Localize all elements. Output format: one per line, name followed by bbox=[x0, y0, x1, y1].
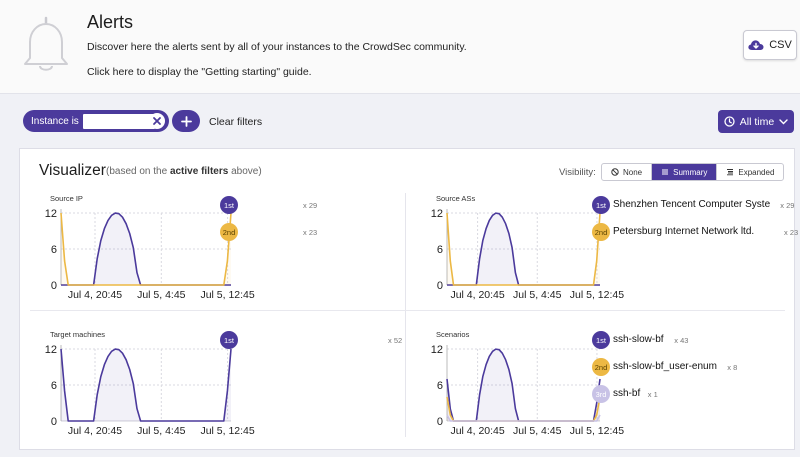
visibility-expanded-label: Expanded bbox=[738, 167, 775, 177]
visibility-none-option[interactable]: None bbox=[602, 164, 653, 180]
legend-count: x 29 bbox=[303, 201, 318, 210]
visibility-none-label: None bbox=[623, 167, 643, 177]
instance-filter-input[interactable] bbox=[82, 113, 155, 129]
rank-badge-1st: 1st bbox=[592, 331, 610, 349]
rank-badge-2nd: 2nd bbox=[592, 358, 610, 376]
time-range-dropdown[interactable]: All time bbox=[718, 110, 794, 133]
subtitle-bold: active filters bbox=[169, 166, 229, 177]
visualizer-subtitle: (based on the active filters above) bbox=[106, 166, 262, 177]
csv-export-button[interactable]: CSV bbox=[743, 30, 797, 60]
plus-icon bbox=[180, 115, 192, 127]
rank-badge-1st: 1st bbox=[220, 196, 238, 214]
legend-count: x 1 bbox=[647, 390, 658, 399]
getting-started-link[interactable]: Click here to display the "Getting start… bbox=[87, 66, 312, 78]
instance-filter-pill: Instance is bbox=[23, 110, 169, 132]
visibility-summary-option[interactable]: Summary bbox=[652, 164, 718, 180]
chevron-down-icon bbox=[779, 118, 788, 124]
rank-badge-2nd: 2nd bbox=[220, 223, 238, 241]
visualizer-panel: Visualizer (based on the active filters … bbox=[19, 148, 795, 450]
rank-badge-1st: 1st bbox=[592, 196, 610, 214]
page-title: Alerts bbox=[87, 12, 134, 32]
legend-count: x 29 bbox=[780, 201, 795, 210]
visibility-summary-label: Summary bbox=[673, 167, 708, 177]
subtitle-prefix: (based on the bbox=[106, 166, 170, 177]
legend-name: Petersburg Internet Network ltd. bbox=[613, 226, 755, 237]
list-icon bbox=[662, 169, 669, 175]
csv-label: CSV bbox=[769, 39, 792, 51]
legend-name: ssh-slow-bf_user-enum bbox=[613, 361, 717, 372]
add-filter-button[interactable] bbox=[172, 110, 200, 132]
quadrant-divider-vertical bbox=[405, 193, 406, 437]
cloud-download-icon bbox=[748, 40, 764, 50]
clock-icon bbox=[724, 116, 735, 127]
visualizer-title: Visualizer bbox=[39, 162, 106, 179]
visibility-label: Visibility: bbox=[559, 167, 596, 178]
legend-count: x 52 bbox=[388, 336, 403, 345]
legend-count: x 23 bbox=[784, 228, 799, 237]
subtitle-suffix: above) bbox=[228, 166, 262, 177]
quadrant-divider-horizontal bbox=[30, 310, 785, 311]
clear-filters-link[interactable]: Clear filters bbox=[209, 116, 263, 128]
filter-label: Instance is bbox=[31, 115, 79, 127]
expand-list-icon bbox=[727, 169, 734, 176]
legend-name: ssh-slow-bf bbox=[613, 334, 664, 345]
time-range-label: All time bbox=[739, 115, 775, 128]
legend-count: x 23 bbox=[303, 228, 318, 237]
bell-icon bbox=[24, 16, 68, 71]
legend-name: Shenzhen Tencent Computer Syste bbox=[613, 199, 771, 210]
legend-name: ssh-bf bbox=[613, 388, 641, 399]
legend-count: x 43 bbox=[674, 336, 689, 345]
rank-badge-1st: 1st bbox=[220, 331, 238, 349]
ban-icon bbox=[611, 168, 619, 176]
visibility-expanded-option[interactable]: Expanded bbox=[717, 164, 783, 180]
rank-badge-3rd: 3rd bbox=[592, 385, 610, 403]
page-description: Discover here the alerts sent by all of … bbox=[87, 41, 467, 53]
page-header: Alerts Discover here the alerts sent by … bbox=[0, 0, 800, 94]
rank-badge-2nd: 2nd bbox=[592, 223, 610, 241]
legend-count: x 8 bbox=[727, 363, 738, 372]
visibility-toggle: None Summary Expanded bbox=[601, 163, 785, 181]
clear-filter-icon[interactable] bbox=[149, 113, 165, 129]
